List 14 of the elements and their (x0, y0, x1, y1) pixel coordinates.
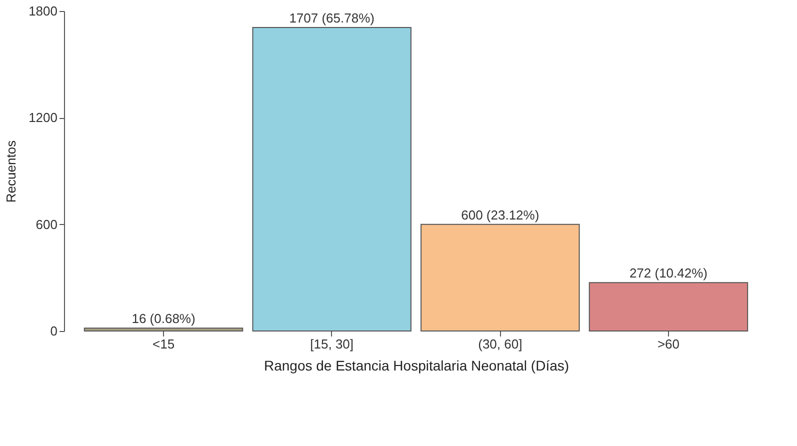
y-tick-label: 1800 (28, 4, 58, 18)
data-label: 272 (10.42%) (629, 266, 708, 281)
x-tick-label: <15 (152, 336, 175, 352)
data-label: 16 (0.68%) (132, 311, 196, 326)
x-tick-label: [15, 30] (310, 336, 354, 352)
y-tick-label: 600 (36, 216, 58, 232)
data-label: 600 (23.12%) (461, 207, 540, 222)
y-tick-label: 1200 (28, 110, 58, 126)
data-label: 1707 (65.78%) (289, 10, 374, 26)
x-tick-label: >60 (657, 336, 680, 352)
y-tick-label: 0 (50, 324, 58, 338)
x-axis-title: Rangos de Estancia Hospitalaria Neonatal (Días) (264, 358, 570, 374)
y-axis-title: Recuentos (4, 140, 19, 203)
x-tick-label: (30, 60] (478, 336, 522, 352)
